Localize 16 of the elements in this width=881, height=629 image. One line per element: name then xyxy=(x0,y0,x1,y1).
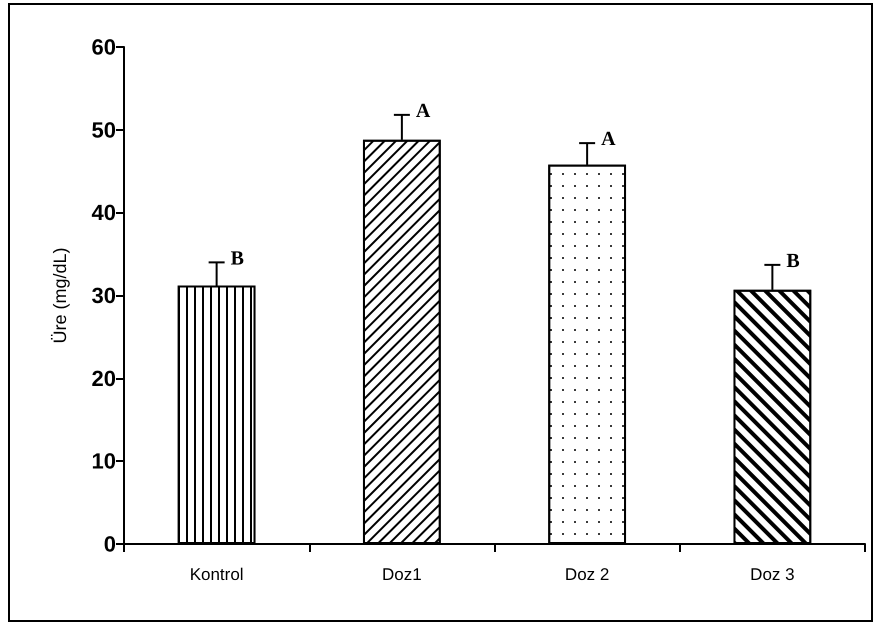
x-tick-label: Doz 2 xyxy=(564,565,610,584)
y-tick-label: 60 xyxy=(92,34,116,60)
annotation: B xyxy=(786,250,800,272)
y-axis-title: Üre (mg/dL) xyxy=(50,247,70,344)
x-tick-label: Doz 3 xyxy=(750,565,795,584)
y-tick-label: 40 xyxy=(92,200,116,226)
y-tick-label: 50 xyxy=(92,117,116,142)
y-tick-label: 30 xyxy=(92,283,116,308)
y-tick-label: 10 xyxy=(92,448,116,474)
x-tick-label: Doz1 xyxy=(382,565,422,584)
annotation: A xyxy=(416,100,431,122)
y-tick-label: 20 xyxy=(92,366,116,391)
y-tick-label: 0 xyxy=(104,532,116,556)
annotation: A xyxy=(601,128,616,150)
x-tick-label: Kontrol xyxy=(190,565,244,584)
annotation: B xyxy=(230,247,244,270)
